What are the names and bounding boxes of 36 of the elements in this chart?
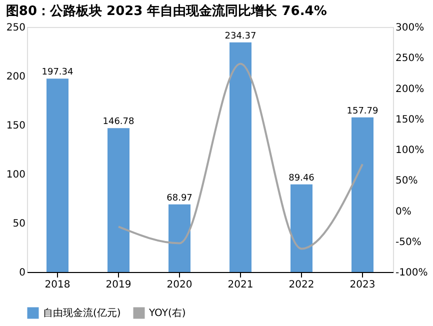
bar [168, 204, 190, 272]
x-tick-label: 2023 [350, 280, 376, 290]
y2-tick-label: 50% [396, 176, 418, 187]
y-tick-label: 250 [6, 22, 26, 34]
data-label: 197.34 [42, 68, 74, 78]
y2-tick-label: 150% [396, 114, 424, 126]
data-label: 157.79 [346, 106, 379, 116]
chart-title: 图80：公路板块 2023 年自由现金流同比增长 76.4% [6, 3, 327, 19]
x-tick-label: 2019 [106, 280, 132, 290]
y-tick-label: 100 [6, 170, 26, 180]
y-tick-label: 0 [19, 268, 26, 278]
bar [230, 42, 252, 272]
data-label: 234.37 [224, 31, 256, 42]
y-tick-label: 150 [6, 120, 26, 132]
legend-label: 自由现金流(亿元) [43, 307, 121, 319]
data-label: 89.46 [288, 173, 315, 184]
data-label: 68.97 [166, 193, 192, 204]
bar [108, 128, 130, 272]
x-tick-label: 2018 [44, 280, 70, 290]
y-tick-label: 200 [6, 72, 26, 82]
bar [352, 117, 374, 272]
data-label: 146.78 [102, 117, 135, 128]
y2-tick-label: -50% [396, 236, 422, 248]
y-tick-label: 50 [12, 218, 26, 230]
x-tick-label: 2021 [228, 280, 254, 290]
y2-tick-label: 100% [396, 145, 424, 156]
y2-tick-label: 0% [396, 206, 412, 218]
x-tick-label: 2020 [166, 280, 192, 290]
bar [290, 184, 312, 272]
y2-tick-label: 300% [396, 22, 424, 34]
y2-tick-label: 250% [396, 53, 424, 64]
bar [46, 78, 68, 272]
y2-tick-label: 200% [396, 84, 424, 95]
x-tick-label: 2022 [288, 280, 314, 290]
legend-label: YOY(右) [148, 308, 186, 319]
y2-tick-label: -100% [396, 268, 428, 278]
